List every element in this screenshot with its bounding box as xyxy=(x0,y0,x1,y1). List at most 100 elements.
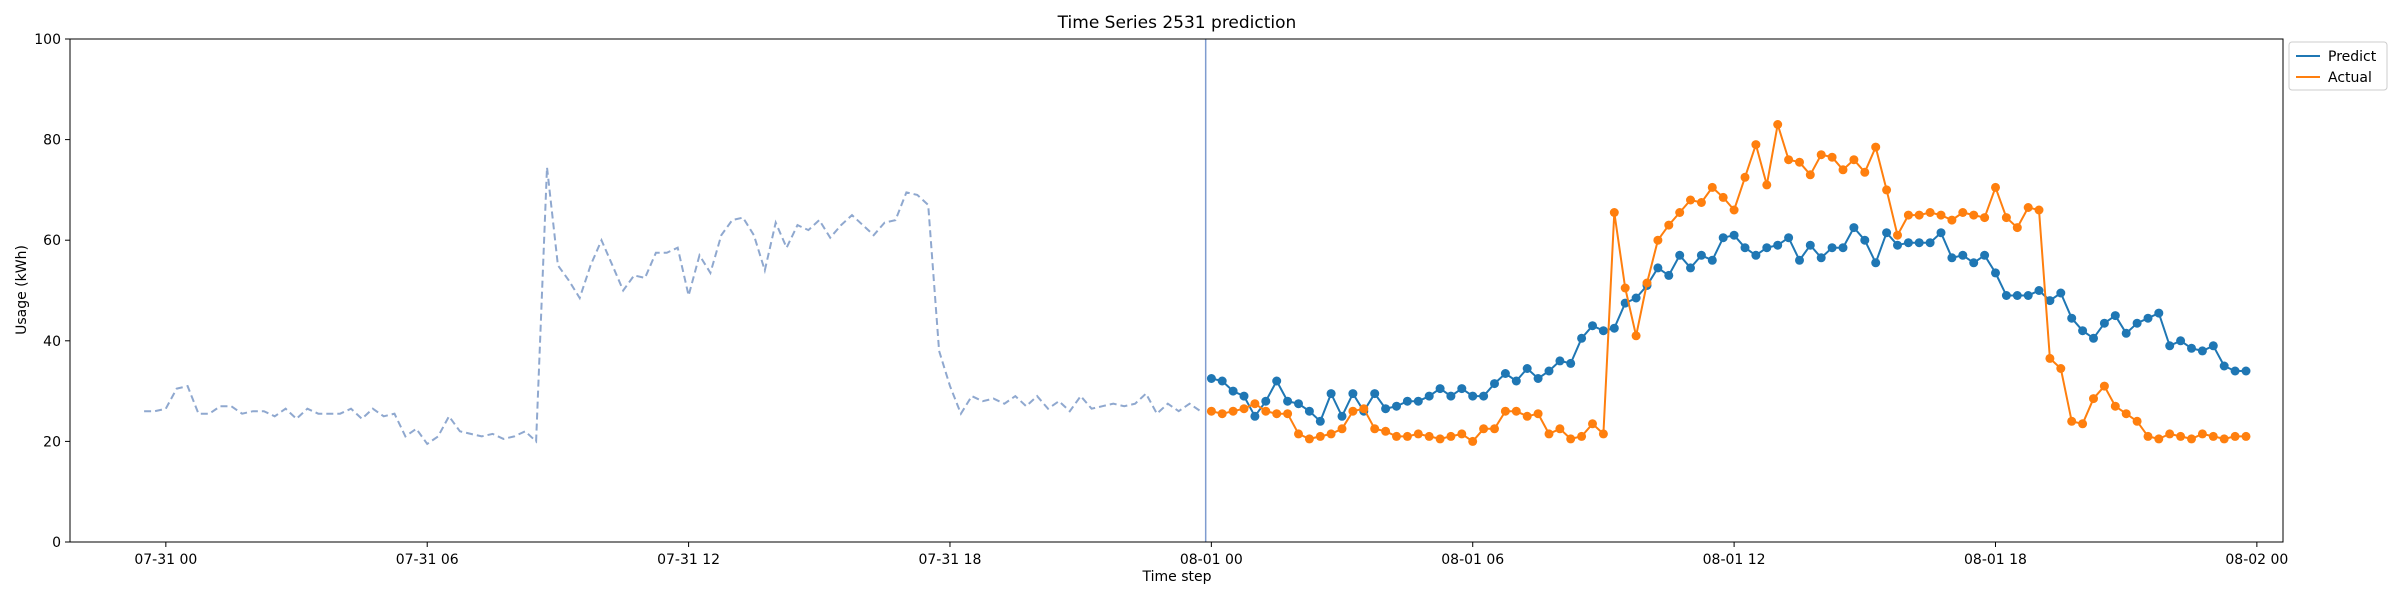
actual-point xyxy=(1849,155,1859,165)
predict-point xyxy=(1566,358,1576,368)
predict-point xyxy=(1958,250,1968,260)
predict-point xyxy=(2154,308,2164,318)
predict-point xyxy=(2219,361,2229,371)
actual-point xyxy=(1860,167,1870,177)
actual-point xyxy=(2023,203,2033,212)
predict-point xyxy=(2230,366,2240,376)
actual-point xyxy=(1315,431,1325,441)
actual-point xyxy=(1500,406,1510,416)
predict-point xyxy=(1468,391,1478,401)
actual-point xyxy=(1544,429,1554,439)
predict-point xyxy=(1838,243,1848,253)
predict-point xyxy=(1718,233,1728,243)
actual-point xyxy=(1522,411,1532,421)
actual-point xyxy=(1577,431,1587,441)
predict-point xyxy=(1446,391,1456,401)
predict-point xyxy=(1925,238,1935,248)
actual-point xyxy=(1675,208,1685,217)
actual-point xyxy=(1239,404,1249,414)
actual-point xyxy=(1479,424,1489,434)
actual-point xyxy=(1936,210,1946,220)
predict-point xyxy=(1729,230,1739,240)
predict-point xyxy=(1903,238,1913,248)
predict-point xyxy=(1686,263,1695,273)
chart-title: Time Series 2531 prediction xyxy=(1057,13,1297,33)
y-axis-label: Usage (kWh) xyxy=(14,245,30,335)
actual-point xyxy=(2165,429,2175,439)
predict-point xyxy=(1664,270,1674,280)
predict-point xyxy=(1479,391,1489,401)
actual-point xyxy=(1468,436,1478,446)
x-tick-label: 08-01 06 xyxy=(1441,552,1504,568)
actual-point xyxy=(1402,431,1412,441)
actual-point xyxy=(2067,416,2077,426)
actual-point xyxy=(1631,331,1641,341)
actual-point xyxy=(2143,431,2153,441)
predict-point xyxy=(1544,366,1554,376)
predict-point xyxy=(1805,240,1815,250)
x-tick-label: 07-31 00 xyxy=(134,552,197,568)
x-tick-label: 07-31 18 xyxy=(918,552,981,568)
predict-point xyxy=(1980,250,1990,260)
predict-point xyxy=(1500,369,1510,378)
actual-point xyxy=(1326,429,1336,439)
actual-point xyxy=(2012,223,2022,233)
actual-point xyxy=(1250,399,1260,409)
predict-point xyxy=(1402,396,1412,406)
actual-point xyxy=(2045,353,2055,363)
predict-point xyxy=(1751,250,1761,260)
y-tick-label: 80 xyxy=(43,133,61,149)
predict-point xyxy=(1609,323,1619,333)
predict-point xyxy=(1773,240,1783,250)
actual-point xyxy=(1304,434,1314,444)
predict-point xyxy=(2099,318,2109,328)
actual-point xyxy=(2121,409,2131,419)
predict-point xyxy=(2067,313,2077,323)
predict-point xyxy=(1206,374,1216,383)
actual-point xyxy=(1653,235,1663,245)
predict-point xyxy=(1370,389,1380,399)
x-tick-label: 08-02 00 xyxy=(2225,552,2288,568)
actual-point xyxy=(1435,434,1445,444)
predict-point xyxy=(2001,291,2011,300)
actual-point xyxy=(1925,208,1935,217)
actual-point xyxy=(1762,180,1772,190)
predict-point xyxy=(1522,364,1532,373)
actual-point xyxy=(2056,364,2066,373)
predict-point xyxy=(1707,255,1717,265)
predict-point xyxy=(1272,376,1282,386)
predict-point xyxy=(1696,250,1706,260)
x-axis-label: Time step xyxy=(1142,569,1212,585)
actual-point xyxy=(1751,140,1761,150)
actual-point xyxy=(1588,419,1597,429)
actual-point xyxy=(2208,431,2218,441)
predict-point xyxy=(2089,333,2098,343)
actual-point xyxy=(2099,381,2109,391)
x-tick-label: 07-31 06 xyxy=(396,552,459,568)
predict-point xyxy=(1457,384,1467,394)
predict-point xyxy=(1871,258,1881,268)
actual-point xyxy=(1413,429,1423,439)
predict-point xyxy=(1555,356,1565,366)
actual-point xyxy=(2176,431,2186,441)
actual-point xyxy=(1893,230,1902,240)
actual-point xyxy=(1598,429,1608,439)
actual-point xyxy=(1914,210,1924,220)
actual-point xyxy=(2219,434,2229,444)
predict-point xyxy=(1762,243,1772,253)
actual-point xyxy=(1707,182,1717,192)
predict-point xyxy=(1228,386,1238,396)
actual-point xyxy=(1882,185,1892,195)
predict-point xyxy=(1294,399,1303,409)
predict-point xyxy=(2197,346,2207,356)
actual-point xyxy=(1805,170,1815,180)
actual-point xyxy=(1217,409,1227,419)
predict-point xyxy=(2143,313,2153,323)
x-tick-label: 08-01 00 xyxy=(1180,552,1243,568)
predict-point xyxy=(1533,374,1543,383)
actual-point xyxy=(1947,215,1957,225)
predict-point xyxy=(2110,311,2120,321)
actual-point xyxy=(1228,406,1238,416)
